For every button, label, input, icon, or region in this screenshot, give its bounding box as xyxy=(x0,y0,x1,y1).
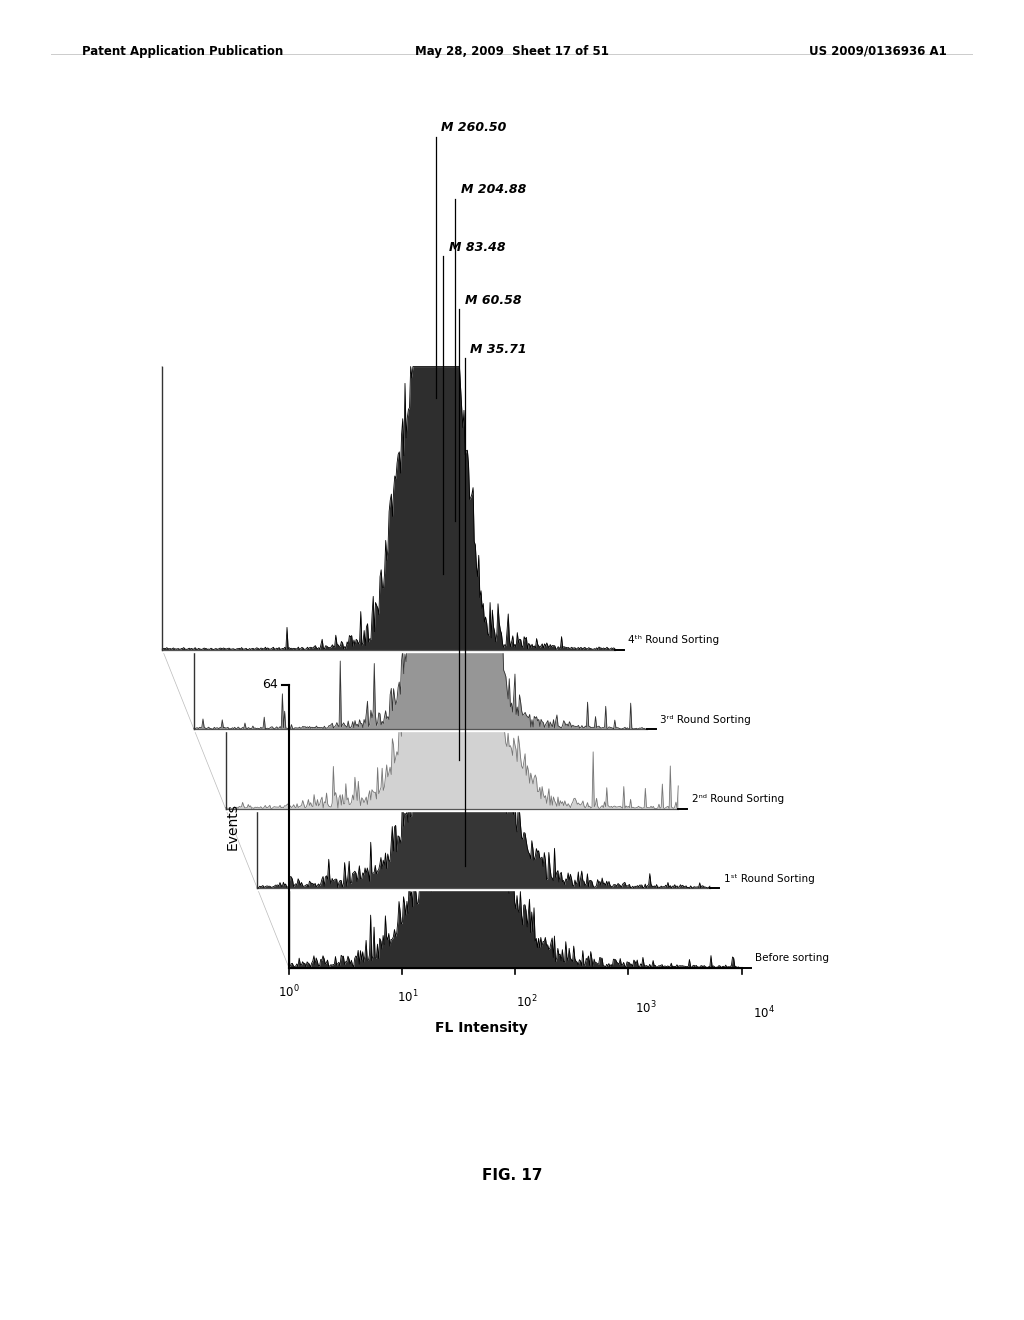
Text: Events: Events xyxy=(225,803,240,850)
Text: FIG. 17: FIG. 17 xyxy=(481,1168,543,1183)
Text: 10$^3$: 10$^3$ xyxy=(635,999,656,1016)
Text: 2ⁿᵈ Round Sorting: 2ⁿᵈ Round Sorting xyxy=(692,795,784,804)
Text: FL Intensity: FL Intensity xyxy=(435,1020,527,1035)
Text: Before sorting: Before sorting xyxy=(755,953,829,964)
Text: 10$^0$: 10$^0$ xyxy=(279,983,300,1001)
Text: US 2009/0136936 A1: US 2009/0136936 A1 xyxy=(809,45,947,58)
Text: 3ʳᵈ Round Sorting: 3ʳᵈ Round Sorting xyxy=(660,714,751,725)
Text: 10$^1$: 10$^1$ xyxy=(397,989,419,1006)
Text: M 260.50: M 260.50 xyxy=(441,121,507,135)
Text: M 35.71: M 35.71 xyxy=(470,342,527,355)
Text: Patent Application Publication: Patent Application Publication xyxy=(82,45,284,58)
Text: May 28, 2009  Sheet 17 of 51: May 28, 2009 Sheet 17 of 51 xyxy=(415,45,609,58)
Text: 10$^4$: 10$^4$ xyxy=(754,1005,775,1022)
Text: M 60.58: M 60.58 xyxy=(465,294,521,306)
Text: M 204.88: M 204.88 xyxy=(461,183,526,197)
Text: 4ᵗʰ Round Sorting: 4ᵗʰ Round Sorting xyxy=(629,635,720,645)
Text: 10$^2$: 10$^2$ xyxy=(516,994,538,1011)
Text: 1ˢᵗ Round Sorting: 1ˢᵗ Round Sorting xyxy=(724,874,814,884)
Text: 64: 64 xyxy=(262,678,278,692)
Text: M 83.48: M 83.48 xyxy=(449,240,505,253)
